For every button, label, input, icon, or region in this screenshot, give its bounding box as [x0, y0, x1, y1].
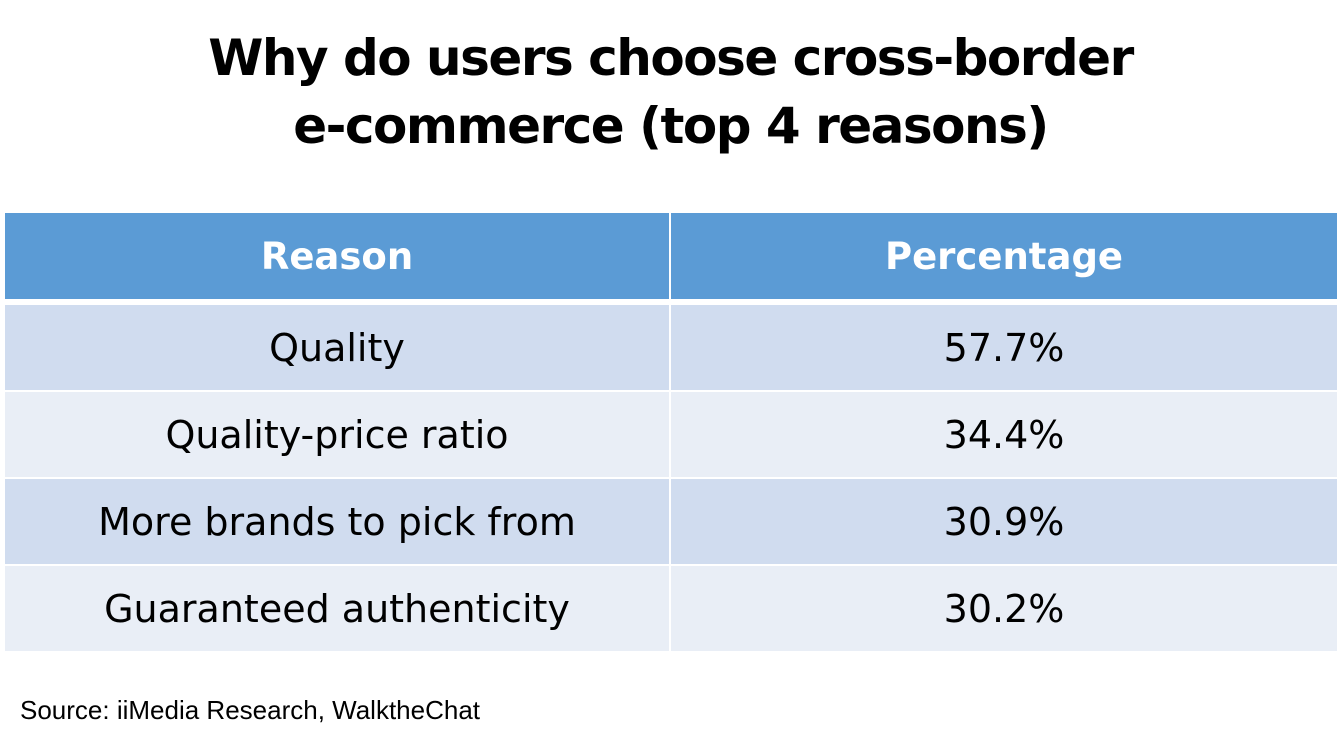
reason-cell: Quality-price ratio [3, 390, 671, 479]
reason-cell: Quality [3, 301, 671, 392]
reason-cell: Guaranteed authenticity [3, 564, 671, 653]
percentage-cell: 57.7% [669, 301, 1339, 392]
column-header-reason: Reason [3, 211, 671, 305]
percentage-cell: 30.2% [669, 564, 1339, 653]
reasons-table: Reason Percentage Quality 57.7% Quality-… [3, 211, 1339, 653]
source-note: Source: iiMedia Research, WalktheChat [20, 695, 481, 725]
table-row: Quality 57.7% [3, 301, 1339, 392]
title-line-2: e-commerce (top 4 reasons) [293, 97, 1049, 155]
table-row: Guaranteed authenticity 30.2% [3, 564, 1339, 653]
chart-title: Why do users choose cross-border e-comme… [0, 24, 1341, 160]
title-line-1: Why do users choose cross-border [208, 29, 1134, 87]
percentage-cell: 30.9% [669, 477, 1339, 566]
table-row: Quality-price ratio 34.4% [3, 390, 1339, 479]
percentage-cell: 34.4% [669, 390, 1339, 479]
reason-cell: More brands to pick from [3, 477, 671, 566]
table-header-row: Reason Percentage [3, 211, 1339, 305]
table-row: More brands to pick from 30.9% [3, 477, 1339, 566]
column-header-percentage: Percentage [669, 211, 1339, 305]
